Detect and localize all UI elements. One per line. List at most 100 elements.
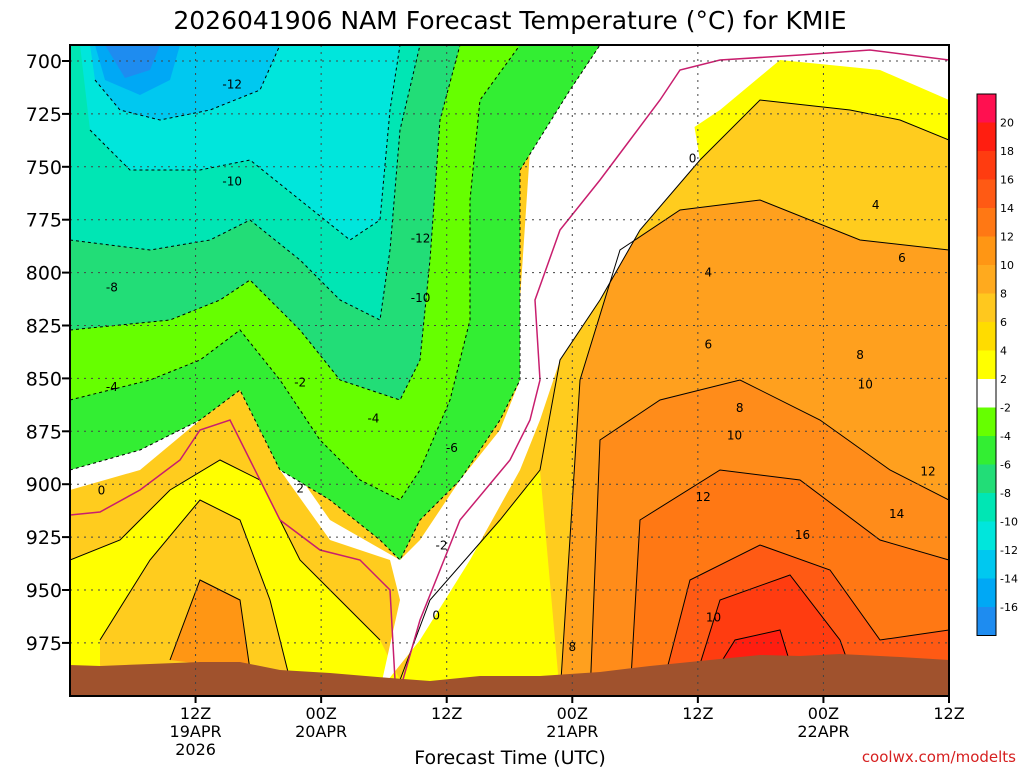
colorbar-label: 6 — [1000, 316, 1007, 329]
colorbar-label: 2 — [1000, 373, 1007, 386]
contour-label: 12 — [920, 465, 935, 479]
contour-line-neg6 — [70, 45, 461, 401]
colorbar-swatch — [977, 293, 996, 322]
contour-label: 2 — [296, 481, 304, 495]
contour-label: 6 — [898, 251, 906, 265]
y-tick-label: 775 — [26, 210, 62, 232]
contour-label: 10 — [727, 429, 742, 443]
colorbar-swatch — [977, 94, 996, 123]
y-tick-label: 875 — [26, 421, 62, 443]
x-tick-label: 12Z — [180, 704, 211, 723]
x-tick-label: 00Z — [305, 704, 336, 723]
x-axis-label: Forecast Time (UTC) — [414, 747, 605, 768]
contour-label: -2 — [294, 376, 306, 390]
x-tick-label: 21APR — [546, 722, 598, 741]
colorbar-label: 16 — [1000, 174, 1014, 187]
contour-label: 0 — [98, 484, 106, 498]
contour-line-neg4 — [70, 45, 521, 501]
fill-neg18 — [105, 45, 160, 78]
x-tick-label: 19APR — [170, 722, 222, 741]
colorbar-label: -14 — [1000, 573, 1018, 586]
colorbar-swatch — [977, 122, 996, 151]
filled-contours — [70, 45, 949, 696]
y-tick-label: 975 — [26, 633, 62, 655]
freezing-line-lower — [70, 419, 396, 681]
contour-line-4-lower — [99, 499, 291, 681]
contour-label: -4 — [367, 412, 379, 426]
colorbar-swatch — [977, 208, 996, 237]
contour-label: -12 — [222, 77, 242, 91]
contour-label: -8 — [106, 280, 118, 294]
x-tick-label: 20APR — [295, 722, 347, 741]
y-tick-label: 700 — [26, 51, 62, 73]
plot-frame — [69, 44, 950, 697]
colorbar-label: 10 — [1000, 259, 1014, 272]
contour-label: -4 — [106, 380, 118, 394]
contour-line-neg2 — [70, 45, 601, 561]
credit-text: coolwx.com/modelts — [862, 748, 1016, 766]
colorbar-label: -8 — [1000, 487, 1011, 500]
contour-line-10 — [589, 379, 949, 696]
contour-label: 14 — [889, 507, 904, 521]
colorbar-swatch — [977, 521, 996, 550]
colorbar-label: 18 — [1000, 145, 1014, 158]
colorbar-frame — [976, 93, 997, 636]
contour-line-neg12 — [89, 45, 401, 241]
contour-label: 4 — [872, 198, 880, 212]
colorbar-swatch — [977, 464, 996, 493]
colorbar-swatch — [977, 322, 996, 351]
contour-label: -10 — [222, 175, 242, 189]
contour-line-neg10 — [70, 45, 421, 321]
colorbar-swatch — [977, 607, 996, 636]
colorbar-swatch — [977, 265, 996, 294]
contour-line-14 — [659, 544, 949, 696]
contour-label: 6 — [705, 338, 713, 352]
contour-line-12 — [629, 469, 949, 696]
y-tick-label: 750 — [26, 157, 62, 179]
contour-label: 0 — [432, 608, 440, 622]
colorbar-swatch — [977, 578, 996, 607]
fill-0-band — [70, 45, 700, 690]
chart-title: 2026041906 NAM Forecast Temperature (°C)… — [173, 6, 846, 35]
contour-label: -6 — [446, 441, 458, 455]
contour-line-2-upper — [399, 99, 949, 681]
contour-line-6 — [559, 199, 949, 696]
y-tick-label: 950 — [26, 580, 62, 602]
contour-labels: -12 -10 -12 -10 -8 -4 -2 -4 -6 -2 0 0 2 8 0 4 4 6 6 8 8 10 10 1… — [98, 77, 936, 654]
colorbar-label: 12 — [1000, 231, 1014, 244]
freezing-line-upper — [399, 49, 949, 691]
fill-8-lower — [170, 580, 250, 670]
y-tick-label: 850 — [26, 368, 62, 390]
y-tick-label: 825 — [26, 316, 62, 338]
colorbar-swatch — [977, 493, 996, 522]
x-tick-label: 2026 — [175, 740, 216, 759]
contour-line-neg14 — [94, 45, 281, 121]
x-tick-label: 12Z — [431, 704, 462, 723]
y-tick-label: 900 — [26, 474, 62, 496]
contour-label: 10 — [858, 378, 873, 392]
x-tick-label: 12Z — [682, 704, 713, 723]
contour-label: 8 — [736, 401, 744, 415]
colorbar-label: -16 — [1000, 601, 1018, 614]
colorbar-label: 14 — [1000, 202, 1014, 215]
contour-line-2-lower — [70, 459, 381, 641]
contour-label: 4 — [705, 266, 713, 280]
y-tick-label: 925 — [26, 527, 62, 549]
contour-label: -10 — [411, 291, 431, 305]
colorbar-swatch — [977, 350, 996, 379]
colorbar-swatch — [977, 151, 996, 180]
contour-label: 8 — [856, 348, 864, 362]
colorbar-swatch — [977, 436, 996, 465]
x-tick-label: 00Z — [808, 704, 839, 723]
y-tick-label: 725 — [26, 104, 62, 126]
y-tick-label: 800 — [26, 263, 62, 285]
colorbar-label: -12 — [1000, 544, 1018, 557]
contour-label: -12 — [411, 232, 431, 246]
x-tick-label: 00Z — [557, 704, 588, 723]
contour-label: 16 — [795, 528, 810, 542]
colorbar-label: -4 — [1000, 430, 1011, 443]
colorbar-label: 20 — [1000, 117, 1014, 130]
colorbar-label: -6 — [1000, 459, 1011, 472]
y-axis: 700 725 750 775 800 825 850 875 900 925 950 975 — [26, 51, 70, 655]
